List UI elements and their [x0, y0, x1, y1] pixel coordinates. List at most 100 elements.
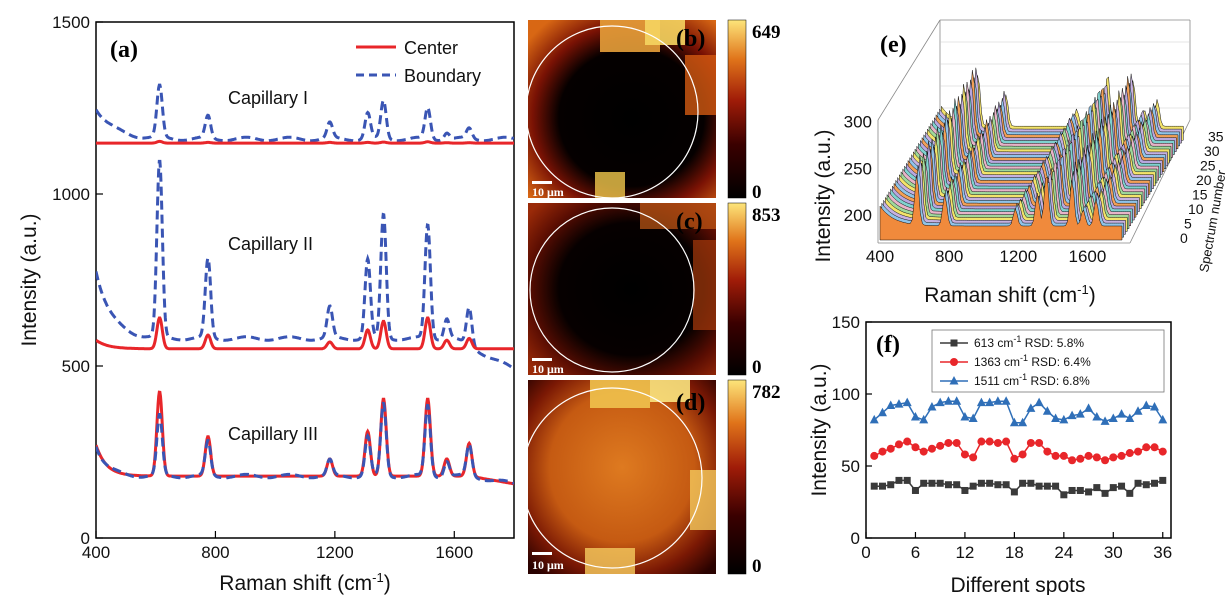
e-xtick-label: 800 [935, 247, 963, 266]
a-series-line-center [96, 316, 514, 351]
panel-d-circle [521, 387, 703, 569]
a-xtick-label: 800 [201, 543, 229, 562]
f-point-circle [1109, 453, 1118, 462]
panel-c-hotspot-top [640, 203, 716, 229]
panel-c-label: (c) [676, 209, 703, 235]
f-point-triangle [1133, 406, 1143, 415]
f-point-triangle [886, 400, 896, 410]
f-point-triangle [1051, 413, 1061, 422]
panel-d: 10 μm (d) 782 0 [521, 379, 781, 577]
f-point-circle [870, 451, 879, 460]
panel-d-scalebar-label: 10 μm [532, 558, 564, 572]
f-point-triangle [1018, 417, 1028, 427]
f-point-triangle [1001, 396, 1011, 405]
a-ytick-label: 1500 [52, 13, 90, 32]
a-ytick-label: 1000 [52, 185, 90, 204]
a-series-line-center [96, 139, 514, 145]
panel-c-hotspot-right [693, 240, 716, 330]
f-point-square [1085, 488, 1093, 496]
a-ytick-label: 0 [81, 529, 90, 548]
panel-b-hotspot-right [685, 55, 716, 115]
f-point-circle [903, 437, 912, 446]
f-point-square [977, 479, 985, 487]
f-point-circle [952, 438, 961, 447]
f-point-triangle [935, 397, 945, 407]
f-point-circle [919, 447, 928, 456]
panel-b-colorbar [727, 19, 747, 199]
panel-f-y-ticks: 0 50 100 150 [832, 313, 872, 548]
annotation-capillary-1: Capillary I [228, 88, 308, 108]
f-point-square [887, 481, 895, 489]
panel-d-hotspot-right [690, 470, 716, 530]
e-ztick-label: 0 [1180, 230, 1188, 246]
f-point-square [936, 479, 944, 487]
f-point-triangle [1067, 410, 1077, 420]
annotation-capillary-2: Capillary II [228, 234, 313, 254]
f-point-circle [1043, 447, 1052, 456]
f-xtick-label: 0 [861, 543, 870, 562]
f-point-circle [1134, 447, 1143, 456]
f-point-circle [1092, 453, 1101, 462]
f-point-triangle [919, 414, 929, 424]
f-point-square [1126, 489, 1134, 497]
e-ztick-label: 30 [1204, 143, 1220, 159]
panel-f-legend-box [931, 329, 1165, 393]
f-point-square [1093, 484, 1101, 492]
panel-f-x-ticks: 0 6 12 18 24 30 36 [861, 532, 1172, 562]
panel-d-colorbar-min: 0 [752, 556, 762, 577]
e-ztick-label: 5 [1184, 216, 1192, 232]
f-point-triangle [960, 412, 970, 421]
f-point-square [928, 479, 936, 487]
panel-b-colorbar-min: 0 [752, 182, 762, 203]
f-point-square [950, 339, 958, 347]
e-ztick-label: 15 [1192, 187, 1208, 203]
e-ztick-label: 25 [1200, 158, 1216, 174]
panel-e-y-axis-label: Intensity (a.u.) [812, 129, 835, 262]
f-point-square [1076, 486, 1084, 494]
f-point-square [1151, 479, 1159, 487]
panel-a-y-axis-label: Intensity (a.u.) [18, 213, 41, 346]
f-point-triangle [1059, 414, 1069, 424]
f-point-square [920, 479, 928, 487]
panel-e-label: (e) [880, 32, 907, 58]
panel-a: 0 500 1000 1500 400 800 1200 1600 (a) Center B… [18, 13, 515, 595]
f-point-triangle [968, 413, 978, 422]
f-point-square [870, 482, 878, 490]
f-ytick-label: 100 [832, 385, 860, 404]
f-xtick-label: 30 [1104, 543, 1123, 562]
f-point-square [994, 481, 1002, 489]
a-ytick-label: 500 [62, 357, 90, 376]
f-ytick-label: 150 [832, 313, 860, 332]
f-point-square [1002, 481, 1010, 489]
panel-d-scalebar [532, 552, 552, 555]
f-xtick-label: 12 [955, 543, 974, 562]
f-xtick-label: 24 [1054, 543, 1073, 562]
f-point-circle [960, 450, 969, 459]
f-point-circle [993, 438, 1002, 447]
f-point-triangle [1108, 413, 1118, 422]
f-point-square [1019, 479, 1027, 487]
panel-c-map [528, 203, 716, 375]
f-point-square [1010, 488, 1018, 496]
f-point-circle [1158, 447, 1167, 456]
panel-d-hotspot-top [590, 380, 650, 408]
f-point-square [969, 482, 977, 490]
f-point-triangle [1042, 406, 1052, 415]
panel-d-colorbar [727, 379, 747, 575]
f-point-circle [950, 358, 958, 366]
f-point-square [878, 482, 886, 490]
panel-a-frame [95, 21, 515, 539]
f-point-triangle [1141, 400, 1151, 410]
f-point-square [911, 486, 919, 494]
panel-f: 0 50 100 150 0 6 12 18 24 30 36 (f) 613 cm-1 RSD:… [808, 313, 1172, 595]
f-legend-label: 613 cm-1 RSD: 5.8% [974, 334, 1084, 350]
panel-a-x-ticks: 400 800 1200 1600 [82, 531, 473, 562]
f-point-square [1043, 482, 1051, 490]
f-point-circle [878, 447, 887, 456]
panel-a-y-ticks: 0 500 1000 1500 [52, 13, 103, 548]
f-point-circle [1018, 450, 1027, 459]
f-point-square [961, 486, 969, 494]
f-point-triangle [943, 396, 953, 405]
panel-f-legend: 613 cm-1 RSD: 5.8% 1363 cm-1 RSD: 6.4% 151… [940, 334, 1091, 388]
